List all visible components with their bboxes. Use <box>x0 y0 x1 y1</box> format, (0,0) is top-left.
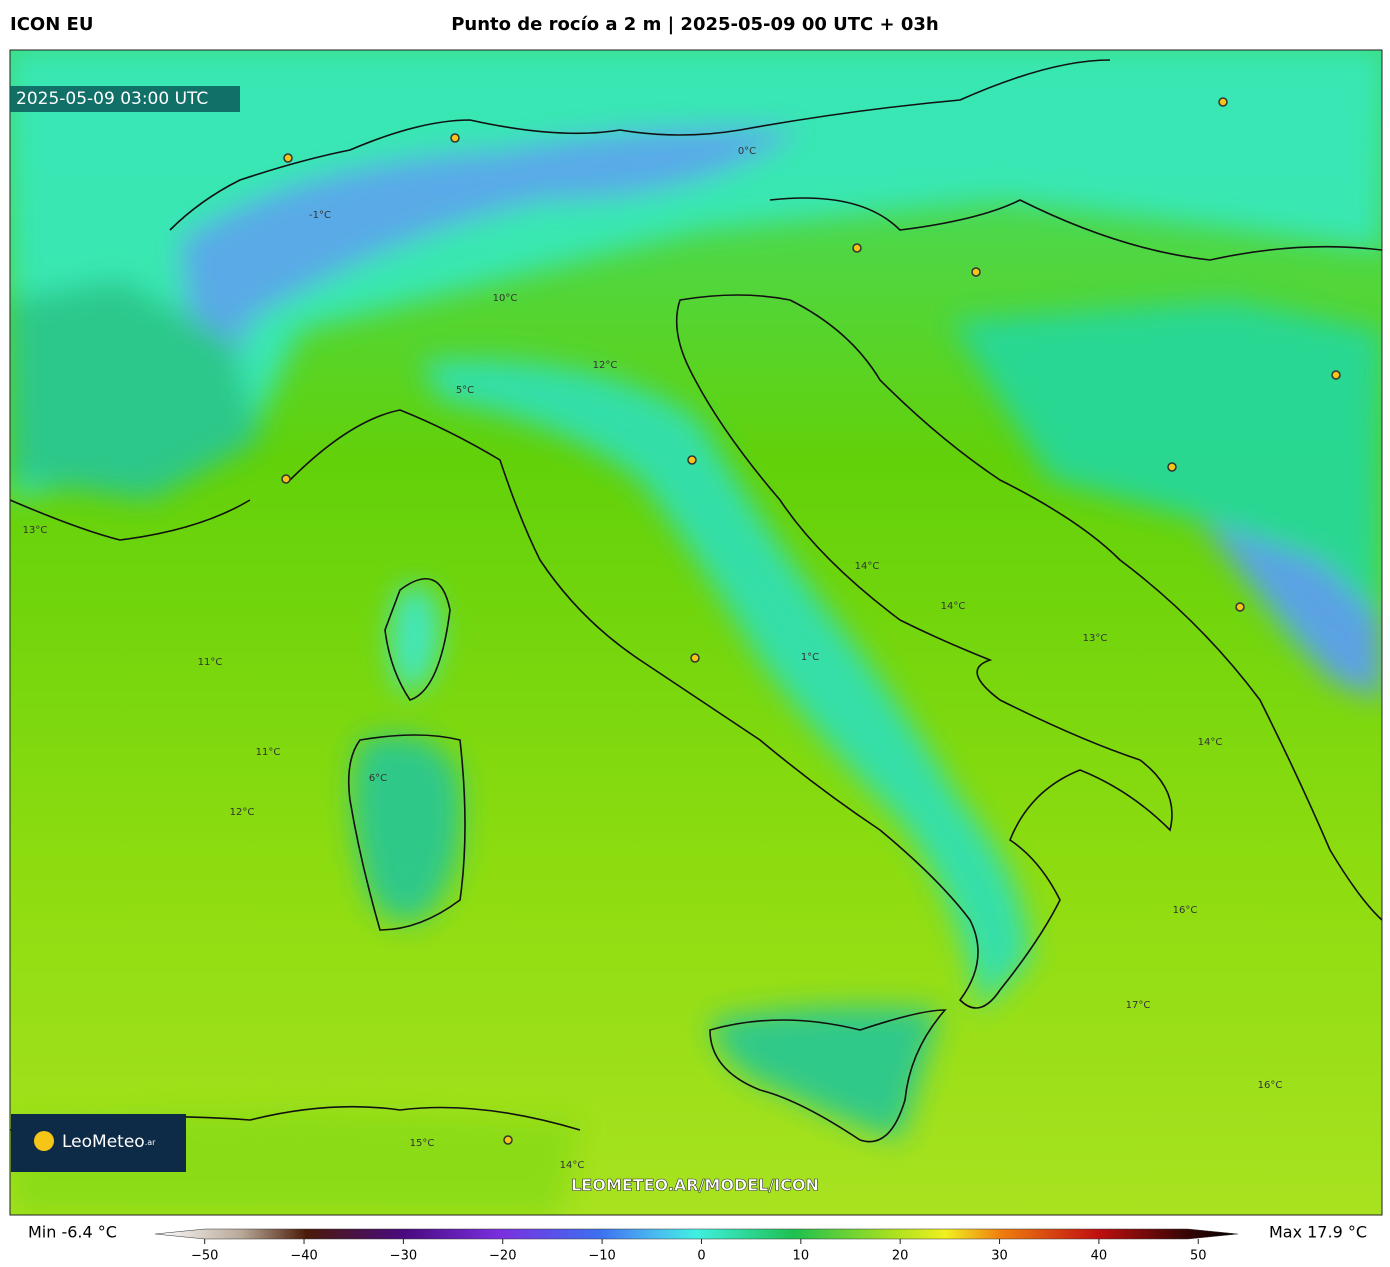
contour-label: 16°C <box>1173 905 1198 916</box>
contour-label: 0°C <box>738 146 756 157</box>
contour-label: 5°C <box>456 385 474 396</box>
colorbar-tick-label: 40 <box>1091 1249 1108 1264</box>
timestamp: 2025-05-09 03:00 UTC <box>16 89 208 109</box>
contour-label: 6°C <box>369 773 387 784</box>
colorbar-tick-label: −10 <box>588 1249 615 1264</box>
colorbar-tick-label: −40 <box>290 1249 317 1264</box>
logo-name: LeoMeteo <box>62 1132 145 1152</box>
min-label: Min -6.4 °C <box>28 1223 117 1242</box>
colorbar-tick-label: −30 <box>390 1249 417 1264</box>
map-title: Punto de rocío a 2 m | 2025-05-09 00 UTC… <box>451 14 939 35</box>
contour-label: 14°C <box>941 601 966 612</box>
contour-label: 14°C <box>560 1160 585 1171</box>
logo-suffix: .ar <box>145 1138 156 1147</box>
contour-label: 11°C <box>198 657 223 668</box>
watermark: LEOMETEO.AR/MODEL/ICON <box>571 1176 819 1195</box>
contour-label: 15°C <box>410 1138 435 1149</box>
contour-label: 13°C <box>1083 633 1108 644</box>
colorbar: −50 −40 −30 −20 −10 0 10 20 30 40 50 <box>154 1228 1239 1264</box>
colorbar-tick-label: 30 <box>991 1249 1008 1264</box>
logo: LeoMeteo.ar <box>62 1132 156 1152</box>
contour-label: 12°C <box>230 807 255 818</box>
city-markers <box>281 97 1341 1145</box>
contour-label: 10°C <box>493 293 518 304</box>
contour-label: 17°C <box>1126 1000 1151 1011</box>
contour-label: -1°C <box>309 210 331 221</box>
model-name: ICON EU <box>10 14 93 35</box>
colorbar-bar <box>154 1228 1239 1240</box>
contour-label: 12°C <box>593 360 618 371</box>
colorbar-tick-label: −50 <box>191 1249 218 1264</box>
colorbar-tick-label: 20 <box>892 1249 909 1264</box>
contour-label: 13°C <box>23 525 48 536</box>
contour-label: 14°C <box>855 561 880 572</box>
contour-label: 14°C <box>1198 737 1223 748</box>
max-label: Max 17.9 °C <box>1269 1223 1367 1242</box>
contour-label: 16°C <box>1258 1080 1283 1091</box>
colorbar-tick-label: 10 <box>793 1249 810 1264</box>
logo-sun <box>34 1131 54 1151</box>
contour-label: 1°C <box>801 652 819 663</box>
colorbar-tick-label: −20 <box>489 1249 516 1264</box>
contour-label: 11°C <box>256 747 281 758</box>
timestamp-box <box>10 86 240 112</box>
colorbar-tick-label: 0 <box>697 1249 705 1264</box>
colorbar-tick-label: 50 <box>1190 1249 1207 1264</box>
map-frame <box>9 49 1383 1216</box>
map: 12°C 10°C 13°C 14°C 11°C 11°C 12°C 14°C 14°C 13°C… <box>10 50 1382 1215</box>
